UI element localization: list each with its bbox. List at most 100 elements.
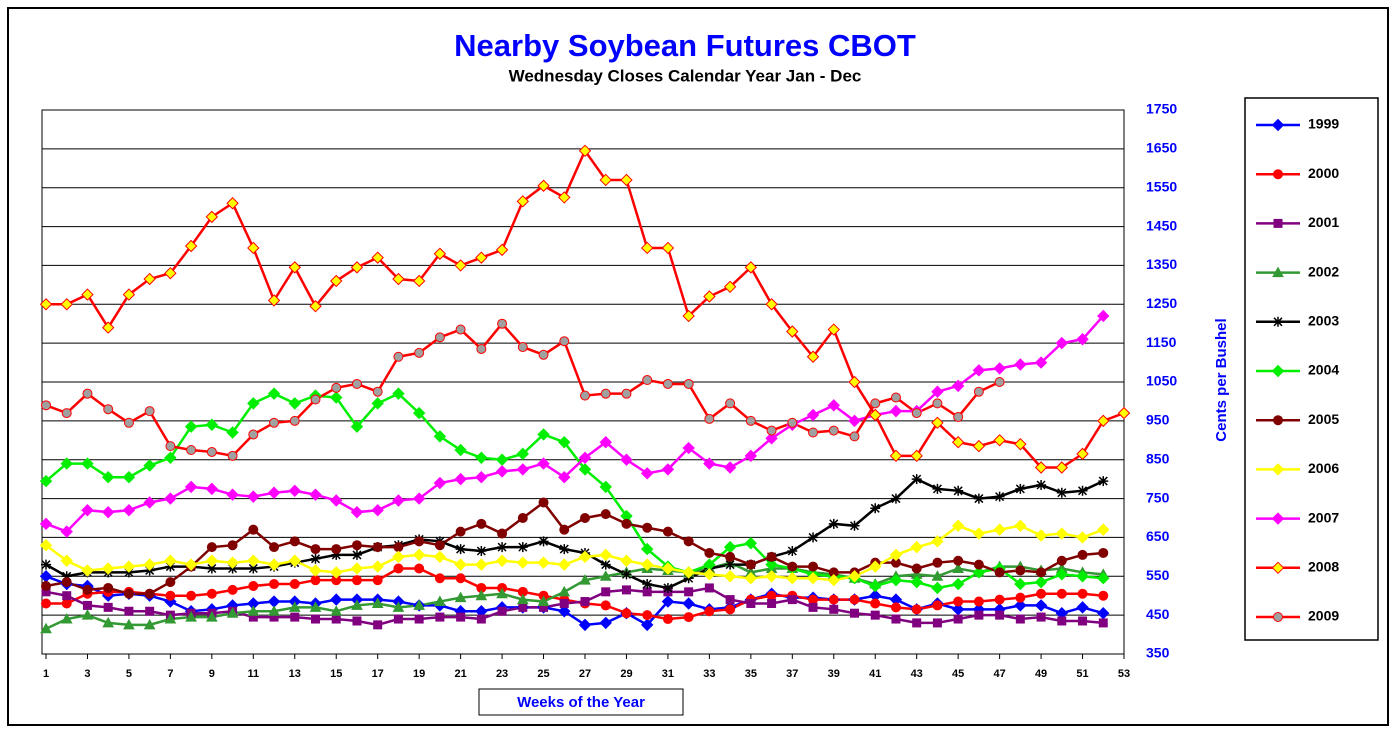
data-point — [827, 573, 840, 587]
data-point — [433, 476, 447, 490]
data-point — [889, 404, 903, 418]
data-point — [827, 323, 840, 336]
data-point — [640, 558, 654, 571]
data-point — [662, 526, 673, 537]
data-point — [642, 522, 653, 533]
data-point — [372, 386, 383, 397]
legend-marker — [1273, 612, 1283, 622]
data-point — [1015, 592, 1026, 603]
data-point — [350, 505, 364, 519]
data-point — [890, 602, 901, 613]
data-point — [1098, 476, 1109, 487]
data-point — [1097, 309, 1110, 323]
data-point — [434, 332, 445, 343]
data-point — [351, 540, 362, 551]
data-point — [227, 540, 238, 551]
data-point — [373, 620, 383, 630]
data-point — [1077, 588, 1088, 599]
data-point — [931, 535, 944, 548]
x-tick-label: 7 — [167, 668, 173, 680]
data-point — [517, 542, 528, 553]
data-point — [267, 387, 281, 400]
x-tick-label: 13 — [289, 668, 301, 680]
data-point — [331, 382, 342, 393]
data-point — [475, 558, 488, 571]
data-point — [475, 451, 488, 464]
data-point — [786, 325, 799, 338]
data-point — [952, 562, 965, 574]
data-point — [516, 195, 530, 208]
data-point — [1077, 485, 1088, 496]
data-point — [331, 614, 341, 624]
data-point — [621, 585, 631, 595]
data-point — [310, 394, 321, 405]
x-tick-label: 17 — [372, 668, 384, 680]
data-point — [330, 391, 343, 404]
data-point — [206, 446, 217, 457]
data-point — [621, 388, 632, 399]
data-point — [81, 609, 94, 620]
data-point — [1036, 588, 1047, 599]
data-point — [371, 597, 384, 608]
data-point — [579, 574, 591, 585]
data-point — [186, 590, 197, 601]
data-point — [848, 375, 861, 389]
data-point — [559, 524, 570, 535]
data-point — [82, 584, 93, 595]
data-point — [309, 488, 322, 501]
data-point — [661, 595, 675, 608]
chart-subtitle: Wednesday Closes Calendar Year Jan - Dec — [509, 66, 862, 85]
data-point — [164, 451, 177, 464]
data-point — [1057, 616, 1067, 626]
data-point — [994, 377, 1005, 387]
data-point — [1097, 572, 1110, 585]
y-tick-label: 1550 — [1146, 178, 1177, 194]
data-point — [475, 470, 488, 484]
y-tick-label: 1450 — [1146, 217, 1177, 233]
data-point — [412, 548, 426, 562]
data-point — [1034, 599, 1048, 612]
data-point — [268, 605, 280, 616]
data-point — [226, 607, 239, 618]
data-point — [309, 300, 322, 313]
data-point — [143, 558, 156, 571]
data-point — [331, 549, 342, 560]
data-point — [662, 614, 673, 625]
data-point — [806, 350, 820, 363]
data-point — [101, 562, 115, 575]
data-point — [103, 602, 113, 612]
data-point — [247, 605, 260, 616]
x-tick-label: 37 — [786, 668, 798, 680]
data-point — [143, 272, 156, 286]
data-point — [995, 610, 1005, 620]
legend-label: 2000 — [1308, 165, 1339, 181]
data-point — [1097, 523, 1110, 536]
data-point — [1076, 447, 1089, 461]
y-tick-label: 450 — [1146, 606, 1170, 622]
data-point — [165, 441, 176, 452]
data-point — [828, 425, 839, 436]
data-point — [227, 584, 238, 595]
data-point — [393, 563, 404, 574]
data-point — [744, 449, 758, 463]
data-point — [931, 416, 944, 430]
data-point — [910, 449, 923, 463]
data-point — [620, 554, 633, 567]
data-point — [60, 525, 73, 538]
data-point — [81, 564, 94, 577]
x-tick-label: 9 — [209, 668, 215, 680]
data-point — [850, 608, 859, 618]
data-point — [974, 610, 984, 620]
x-tick-label: 49 — [1035, 668, 1047, 680]
data-point — [765, 432, 778, 445]
data-point — [82, 388, 93, 399]
data-point — [61, 408, 72, 419]
data-point — [848, 414, 861, 428]
x-tick-label: 29 — [620, 668, 632, 680]
data-point — [122, 288, 136, 301]
data-point — [682, 566, 695, 579]
data-point — [144, 588, 155, 599]
data-point — [1078, 616, 1088, 626]
data-point — [559, 336, 570, 347]
data-point — [1076, 601, 1089, 614]
